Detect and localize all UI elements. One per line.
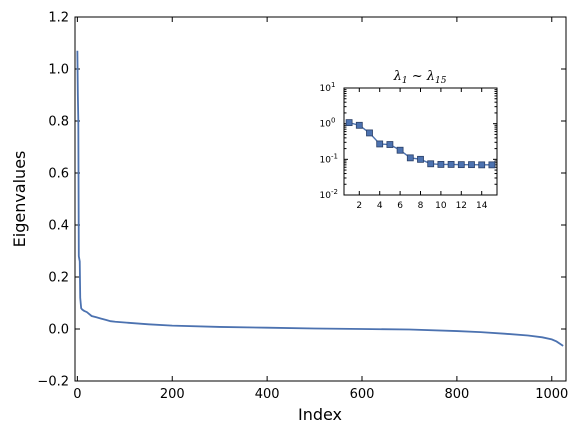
eigenvalue-series-line: [76, 50, 564, 347]
inset-plot-frame: [343, 87, 498, 196]
main-axis-ticks: 0 200 400 600 800 1000 −0.2 0.0 0.2 0.4 0.6 0.8 1.0 1…: [37, 11, 568, 403]
inset-title: λ1 ~ λ15: [393, 69, 447, 86]
x-tick-label: 0: [73, 387, 81, 402]
inset-series-group: [345, 119, 496, 169]
inset-plot-background: [344, 88, 497, 195]
y-tick-label: 0.8: [48, 115, 69, 130]
y-tick-label: 0.2: [48, 271, 69, 286]
inset-data-point: [447, 161, 455, 168]
inset-data-point: [366, 129, 373, 137]
y-axis-label: Eigenvalues: [10, 151, 29, 248]
inset-data-point: [355, 121, 363, 129]
y-tick-label: 0.0: [48, 323, 69, 338]
inset-x-tick-label: 4: [377, 201, 383, 211]
y-tick-label: −0.2: [37, 375, 69, 390]
inset-data-point: [457, 161, 465, 169]
inset-data-point: [406, 154, 414, 162]
inset-y-tick-exponent: -2: [331, 188, 338, 196]
inset-y-tick-label: 10: [320, 191, 332, 201]
inset-y-tick-exponent: -1: [331, 152, 338, 160]
inset-y-tick-label: 10: [320, 155, 332, 165]
inset-x-tick-label: 2: [356, 201, 362, 211]
x-axis-label: Index: [298, 405, 342, 424]
inset-y-tick-label: 10: [320, 84, 332, 94]
y-tick-label: 1.0: [48, 63, 69, 78]
inset-title-lambda-1: λ: [393, 69, 402, 84]
inset-x-tick-label: 6: [397, 201, 403, 211]
inset-x-tick-label: 10: [435, 201, 447, 211]
y-tick-label: 1.2: [48, 11, 69, 26]
inset-data-point: [345, 119, 353, 127]
inset-data-point: [396, 146, 404, 154]
inset-data-point: [417, 155, 424, 163]
inset-data-point: [468, 161, 475, 169]
inset-title-sub-1: 1: [402, 76, 408, 86]
inset-y-tick-label: 10: [320, 120, 332, 130]
inset-y-tick-exponent: 1: [331, 81, 335, 89]
x-tick-label: 1000: [535, 387, 568, 402]
inset-x-tick-label: 14: [476, 201, 488, 211]
inset-y-tick-exponent: 0: [331, 117, 335, 125]
inset-title-sub-15: 15: [435, 76, 447, 86]
inset-data-point: [437, 161, 445, 168]
main-plot-frame: [74, 16, 567, 382]
x-tick-label: 400: [255, 387, 280, 402]
x-tick-label: 800: [444, 387, 469, 402]
inset-title-tilde-lambda: ~ λ: [408, 69, 435, 84]
y-tick-label: 0.6: [48, 167, 69, 182]
inset-data-point: [376, 140, 384, 148]
x-tick-label: 600: [350, 387, 375, 402]
inset-x-tick-label: 12: [456, 201, 467, 211]
main-series-group: [76, 50, 564, 347]
inset-data-point: [478, 161, 486, 169]
y-tick-label: 0.4: [48, 219, 69, 234]
inset-data-point: [427, 160, 435, 168]
inset-data-point: [488, 161, 496, 169]
inset-x-tick-label: 8: [418, 201, 424, 211]
x-tick-label: 200: [160, 387, 185, 402]
inset-data-point: [386, 141, 394, 148]
